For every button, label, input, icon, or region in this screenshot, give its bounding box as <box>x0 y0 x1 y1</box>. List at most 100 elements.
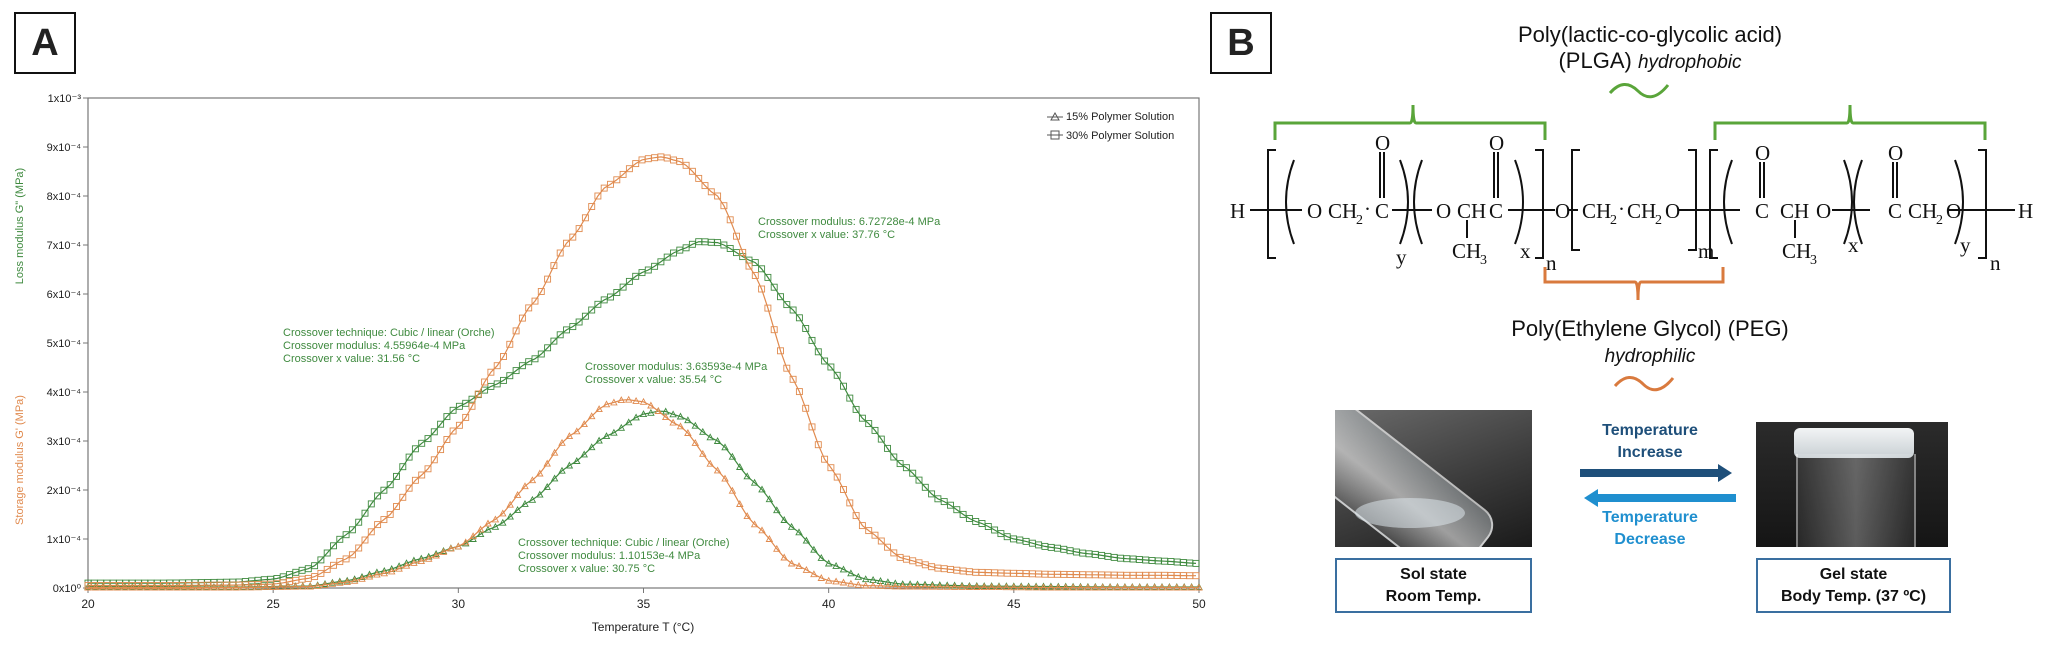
data-point <box>563 239 570 247</box>
data-point <box>814 441 822 449</box>
paren-y1-open <box>1285 159 1295 245</box>
data-point <box>106 583 114 591</box>
data-point <box>239 583 248 591</box>
data-point <box>600 184 608 192</box>
chem-ch2-peg2: CH <box>1627 199 1656 223</box>
data-point <box>1047 583 1055 591</box>
data-point <box>657 258 665 266</box>
data-point <box>787 559 796 567</box>
plga-property: hydrophobic <box>1637 52 1742 73</box>
data-point <box>765 535 774 542</box>
data-point <box>890 549 898 557</box>
data-point <box>1039 582 1048 590</box>
hydrophobic-wave-icon <box>1608 83 1670 99</box>
peg-brace <box>1543 267 1725 301</box>
chem-ch2-b: CH <box>1908 199 1937 223</box>
bracket-m-open <box>1571 149 1580 251</box>
data-point <box>902 464 910 472</box>
data-point <box>739 248 747 256</box>
data-point <box>330 561 337 569</box>
data-point <box>736 463 744 470</box>
data-point <box>328 579 337 587</box>
data-point <box>374 492 382 500</box>
y-tick-label: 5x10⁻⁴ <box>47 338 82 350</box>
data-point <box>847 569 855 577</box>
data-point <box>947 501 954 509</box>
data-point <box>447 544 455 552</box>
data-point <box>770 283 778 291</box>
data-point <box>695 174 703 182</box>
data-point <box>569 233 577 241</box>
data-point <box>625 165 633 173</box>
data-point <box>950 582 959 590</box>
peg-name: Poly(Ethylene Glycol) (PEG) <box>1511 316 1789 341</box>
x-axis-label: Temperature T (°C) <box>592 620 694 634</box>
data-point <box>854 580 863 588</box>
bracket-n1-close <box>1535 149 1544 259</box>
data-point <box>783 301 791 309</box>
structure-diagram: H O CH 2 · C O y O CH C O CH 3 x n O CH … <box>1230 83 2033 507</box>
data-point <box>336 577 344 585</box>
data-point <box>449 406 457 414</box>
data-point <box>581 312 589 320</box>
data-point <box>128 583 137 591</box>
data-point <box>644 266 652 274</box>
data-point <box>580 420 588 428</box>
data-point <box>915 476 923 484</box>
gel-temp-label: Body Temp. (37 ºC) <box>1780 587 1927 605</box>
data-point <box>789 375 797 383</box>
data-point <box>865 420 873 428</box>
chem-o-b: O <box>1816 199 1831 223</box>
panel-label-a: A <box>14 12 76 74</box>
data-point <box>443 436 451 443</box>
data-point <box>306 582 314 590</box>
annotation-1-line-1: Crossover modulus: 6.72728e-4 MPa <box>758 216 941 228</box>
chem-ch-b: CH <box>1780 199 1809 223</box>
data-point <box>691 438 700 446</box>
data-point <box>953 506 961 514</box>
data-point <box>682 161 690 169</box>
data-point <box>852 405 860 413</box>
annotation-1: Crossover modulus: 6.72728e-4 MPa Crosso… <box>758 216 941 241</box>
data-point <box>424 554 433 562</box>
data-point <box>713 437 722 444</box>
chem-ch: CH <box>1457 199 1486 223</box>
data-point <box>1069 583 1077 591</box>
data-point <box>481 386 489 394</box>
chem-c3: C <box>1755 199 1769 223</box>
data-point <box>187 583 196 591</box>
data-point <box>432 550 440 557</box>
data-point <box>521 499 529 507</box>
data-point <box>350 575 359 583</box>
data-point <box>556 331 564 339</box>
data-point <box>817 574 826 581</box>
data-point <box>113 583 122 591</box>
data-point <box>721 443 729 451</box>
data-point <box>405 484 413 492</box>
data-point <box>518 314 526 322</box>
data-point <box>821 455 829 463</box>
x-tick-label: 35 <box>637 597 651 611</box>
data-point <box>411 445 419 453</box>
data-point <box>476 530 485 538</box>
data-point <box>575 318 583 326</box>
data-point <box>558 438 566 446</box>
data-point <box>536 490 544 498</box>
data-point <box>965 583 974 590</box>
data-point <box>890 453 898 461</box>
data-point <box>921 582 929 590</box>
increase-label: Temperature Increase <box>1602 422 1698 461</box>
data-point <box>323 565 331 573</box>
annotation-2-line-1: Crossover technique: Cubic / linear (Orc… <box>283 327 495 339</box>
data-point <box>877 537 885 545</box>
data-point <box>1098 583 1107 591</box>
data-point <box>858 414 866 422</box>
data-point <box>1024 582 1033 590</box>
data-point <box>254 583 263 591</box>
data-point <box>500 376 507 384</box>
data-point <box>713 466 722 474</box>
data-point <box>1143 583 1151 591</box>
data-point <box>684 416 692 424</box>
data-point <box>1106 583 1114 591</box>
sol-temp-label: Room Temp. <box>1385 587 1482 605</box>
